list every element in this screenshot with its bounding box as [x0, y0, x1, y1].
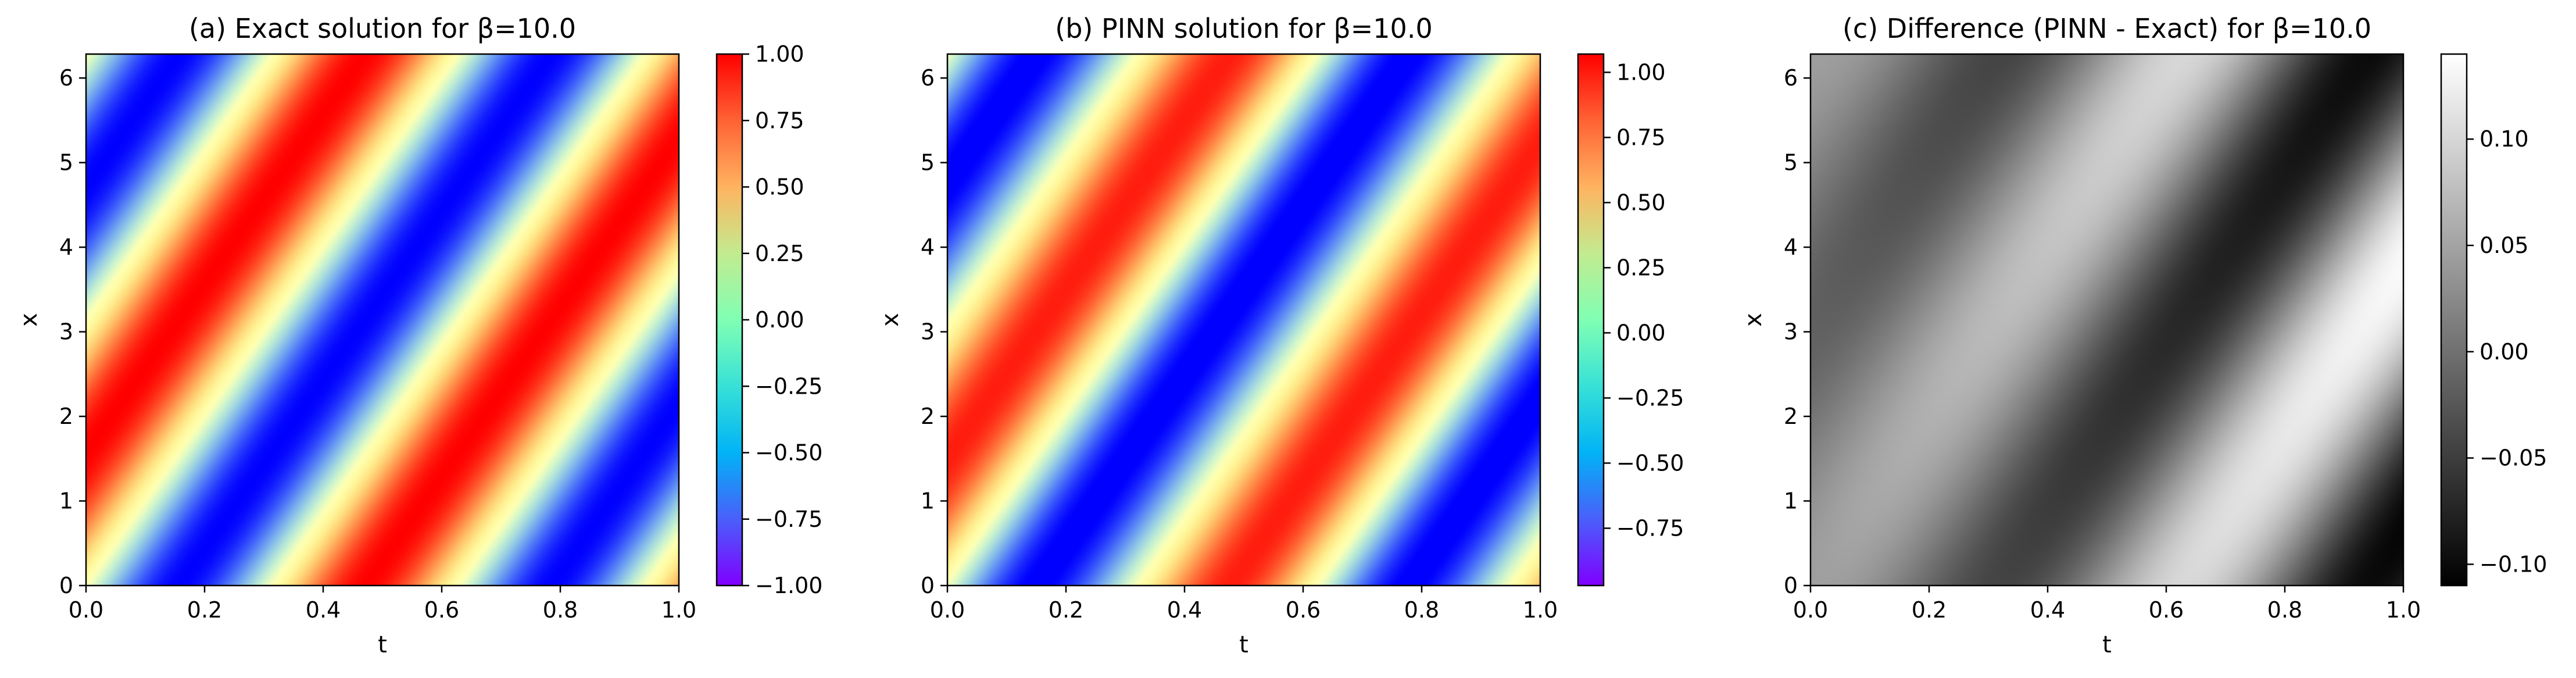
colorbar-tick-label: −1.00 — [755, 573, 822, 598]
y-tick-label: 4 — [59, 234, 73, 260]
y-tick-label: 6 — [1784, 65, 1798, 91]
y-axis-label: x — [877, 313, 904, 327]
x-axis-label: t — [378, 631, 387, 658]
x-tick-label: 0.8 — [2267, 597, 2302, 623]
x-tick-label: 0.6 — [1286, 597, 1321, 623]
x-tick-label: 0.4 — [2030, 597, 2065, 623]
colorbar-tick-label: 0.00 — [2480, 339, 2529, 365]
y-tick-label: 3 — [1784, 319, 1798, 345]
colorbar-tick-label: 1.00 — [755, 41, 804, 67]
y-tick-label: 5 — [59, 150, 73, 176]
colorbar: 1.00 0.75 0.50 0.25 0.00 −0.25 −0.50 −0.75 — [1577, 53, 1684, 587]
x-axis-label: t — [2102, 631, 2112, 658]
y-tick-label: 4 — [1784, 234, 1798, 260]
colorbar-tick-label: 0.50 — [1616, 190, 1666, 215]
x-tick-label: 1.0 — [1523, 597, 1558, 623]
y-tick-label: 0 — [59, 573, 73, 598]
x-tick-label: 1.0 — [2386, 597, 2421, 623]
y-tick-label: 5 — [921, 150, 935, 176]
y-tick-label: 2 — [921, 404, 935, 429]
panel-c: 0.0 0.2 0.4 0.6 0.8 1.0 0 1 2 3 4 5 6 t x (c) Differenc… — [1740, 13, 2547, 658]
colorbar-tick-label: 0.10 — [2480, 126, 2529, 152]
y-tick-label: 5 — [1784, 150, 1798, 176]
x-tick-label: 0.4 — [1167, 597, 1202, 623]
colorbar-tick-label: −0.10 — [2480, 551, 2547, 577]
colorbar-tick-label: 0.75 — [1616, 124, 1666, 150]
axes-frame — [85, 53, 680, 587]
x-tick-label: 0.4 — [306, 597, 341, 623]
x-tick-label: 0.0 — [1793, 597, 1828, 623]
y-tick-label: 6 — [59, 65, 73, 91]
colorbar-tick-label: −0.25 — [1616, 385, 1684, 411]
y-axis-label: x — [1740, 313, 1767, 327]
y-tick-label: 0 — [921, 573, 935, 598]
x-tick-label: 0.8 — [543, 597, 578, 623]
colorbar-tick-label: −0.75 — [1616, 515, 1684, 541]
colorbar-tick-label: 0.00 — [1616, 320, 1666, 345]
y-tick-label: 1 — [59, 488, 73, 514]
x-tick-label: 0.6 — [2149, 597, 2184, 623]
colorbar: 0.10 0.05 0.00 −0.05 −0.10 — [2440, 53, 2547, 587]
colorbar-tick-label: −0.05 — [2480, 445, 2547, 471]
panel-title: (a) Exact solution for β=10.0 — [189, 13, 576, 44]
x-tick-label: 0.2 — [1912, 597, 1947, 623]
colorbar-gradient — [1578, 54, 1604, 586]
x-tick-label: 0.0 — [69, 597, 103, 623]
heatmap-image — [86, 54, 679, 586]
y-tick-label: 2 — [1784, 404, 1798, 429]
y-tick-label: 2 — [59, 404, 73, 429]
x-tick-label: 0.2 — [187, 597, 222, 623]
y-tick-label: 3 — [59, 319, 73, 345]
panel-title: (c) Difference (PINN - Exact) for β=10.0 — [1842, 13, 2371, 44]
heatmap-image — [947, 54, 1540, 586]
x-tick-label: 0.8 — [1404, 597, 1439, 623]
colorbar-tick-label: 0.25 — [1616, 255, 1666, 280]
y-axis-label: x — [16, 313, 42, 327]
y-tick-label: 4 — [921, 234, 935, 260]
axes-frame — [946, 53, 1541, 587]
y-tick-label: 6 — [921, 65, 935, 91]
colorbar: 1.00 0.75 0.50 0.25 0.00 −0.25 −0.50 −0.75 −1.00 — [715, 41, 822, 598]
axes-frame — [1809, 53, 2405, 587]
colorbar-tick-label: 1.00 — [1616, 59, 1666, 85]
x-tick-label: 0.2 — [1049, 597, 1083, 623]
colorbar-frame — [1577, 53, 1605, 587]
heatmap-image — [1811, 54, 2403, 586]
colorbar-gradient — [717, 54, 742, 586]
colorbar-tick-label: −0.50 — [1616, 450, 1684, 476]
y-tick-label: 3 — [921, 319, 935, 345]
y-tick-label: 1 — [1784, 488, 1798, 514]
y-tick-label: 0 — [1784, 573, 1798, 598]
colorbar-tick-label: 0.25 — [755, 241, 804, 266]
x-axis-label: t — [1239, 631, 1248, 658]
colorbar-tick-label: 0.75 — [755, 108, 804, 133]
colorbar-tick-label: −0.25 — [755, 373, 822, 399]
x-tick-label: 1.0 — [661, 597, 696, 623]
panel-title: (b) PINN solution for β=10.0 — [1055, 13, 1432, 44]
colorbar-tick-label: 0.50 — [755, 174, 804, 200]
colorbar-tick-label: 0.00 — [755, 307, 804, 333]
colorbar-tick-label: 0.05 — [2480, 233, 2529, 258]
colorbar-tick-label: −0.75 — [755, 506, 822, 532]
x-tick-label: 0.6 — [424, 597, 459, 623]
y-tick-label: 1 — [921, 488, 935, 514]
colorbar-gradient — [2441, 54, 2467, 586]
colorbar-tick-label: −0.50 — [755, 440, 822, 466]
colorbar-frame — [2440, 53, 2468, 587]
x-tick-label: 0.0 — [930, 597, 965, 623]
